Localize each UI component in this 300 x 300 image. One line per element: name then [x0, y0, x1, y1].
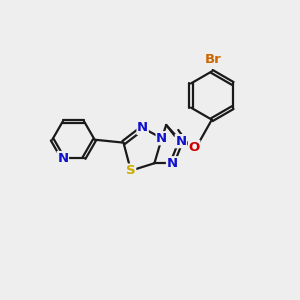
Text: N: N	[57, 152, 68, 165]
Text: N: N	[156, 132, 167, 145]
Text: Br: Br	[205, 53, 222, 66]
Text: N: N	[167, 157, 178, 170]
Text: S: S	[126, 164, 136, 177]
Text: N: N	[137, 122, 148, 134]
Text: O: O	[188, 141, 200, 154]
Text: N: N	[176, 135, 187, 148]
